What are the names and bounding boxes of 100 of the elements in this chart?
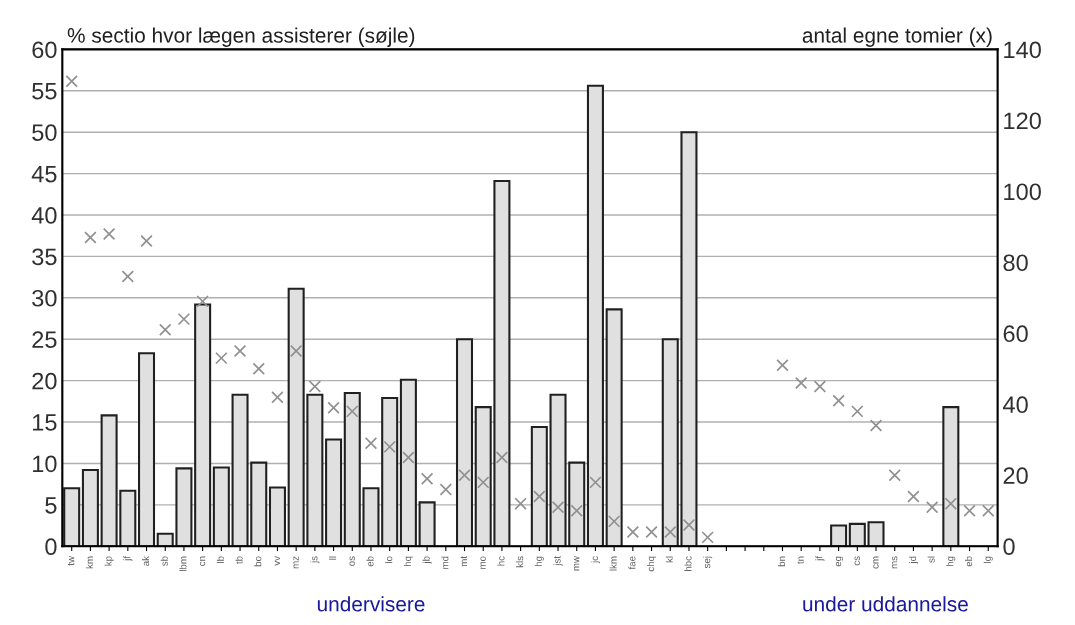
bar bbox=[63, 487, 81, 547]
point bbox=[495, 451, 509, 464]
x-tick-label: lg bbox=[983, 556, 993, 563]
point bbox=[159, 323, 172, 336]
x-tick-label: mo bbox=[480, 556, 486, 569]
x-tick-label: hg bbox=[946, 556, 956, 567]
x-tick-label: hc bbox=[497, 556, 505, 566]
y2-tick-label: 40 bbox=[1003, 396, 1028, 414]
x-tick-label: ll bbox=[329, 556, 337, 560]
x-tick-label: kp bbox=[104, 556, 114, 566]
point bbox=[551, 500, 565, 514]
point bbox=[102, 227, 116, 241]
point bbox=[869, 419, 883, 432]
y-tick-label: 55 bbox=[32, 83, 57, 100]
text: undervisere bbox=[317, 596, 425, 612]
y-tick-label: 25 bbox=[32, 331, 57, 349]
bar bbox=[268, 486, 286, 547]
point bbox=[140, 234, 153, 248]
x-tick-label: md bbox=[441, 556, 449, 569]
y-tick-label: 45 bbox=[31, 165, 57, 183]
x-tick-label: jf bbox=[815, 555, 825, 562]
point bbox=[271, 390, 284, 404]
x-tick-label: jst bbox=[553, 556, 563, 566]
point bbox=[402, 451, 415, 464]
y-tick-label: 60 bbox=[32, 41, 57, 59]
y2-tick-label: 80 bbox=[1003, 254, 1028, 272]
x-tick-label: sl bbox=[927, 556, 935, 563]
x-tick-label: lkm bbox=[609, 556, 617, 571]
point bbox=[888, 469, 901, 482]
x-tick-label: cs bbox=[854, 556, 860, 566]
x-tick-label: ms bbox=[892, 556, 898, 569]
y-tick-label: 40 bbox=[31, 207, 57, 224]
bar bbox=[455, 338, 474, 547]
point bbox=[233, 344, 247, 358]
x-tick-label: mw bbox=[574, 555, 580, 571]
x-tick-label: hq bbox=[403, 556, 413, 567]
x-tick-label: km bbox=[85, 556, 93, 569]
point bbox=[420, 472, 434, 486]
x-tick-label: fae bbox=[628, 556, 636, 570]
point bbox=[215, 351, 228, 365]
bar bbox=[81, 469, 99, 547]
point bbox=[907, 490, 920, 503]
y2-tick-label: 20 bbox=[1003, 467, 1028, 485]
x-tick-label: kls bbox=[516, 556, 524, 568]
y2-tick-label: 140 bbox=[1004, 41, 1041, 59]
y-axis-title: % sectio hvor lægen assisterer (søjle) bbox=[67, 27, 415, 47]
y-tick-label: 50 bbox=[32, 124, 57, 141]
y-tick-label: 30 bbox=[32, 289, 57, 307]
point bbox=[944, 497, 958, 510]
x-tick-label: vv bbox=[274, 556, 280, 566]
point bbox=[776, 359, 789, 372]
point bbox=[925, 500, 939, 514]
x-tick-label: mt bbox=[460, 556, 468, 567]
point bbox=[794, 376, 808, 390]
x-tick-label: eg bbox=[835, 556, 844, 567]
x-tick-label: bn bbox=[777, 556, 786, 567]
x-tick-label: lo bbox=[385, 556, 393, 563]
y2-tick-label: 100 bbox=[1004, 183, 1041, 201]
point bbox=[476, 476, 490, 489]
point bbox=[982, 504, 995, 517]
bar bbox=[586, 84, 604, 547]
text: under uddannelse bbox=[803, 596, 968, 612]
x-tick-label: lb bbox=[216, 556, 224, 563]
x-tick-label: chq bbox=[647, 556, 657, 572]
x-tick-label: jb bbox=[422, 556, 432, 564]
y-tick-label: 35 bbox=[32, 248, 57, 266]
bar bbox=[138, 352, 156, 547]
x-tick-label: lbm bbox=[179, 556, 187, 571]
bar bbox=[942, 406, 960, 547]
x-tick-label: hg bbox=[534, 556, 544, 567]
x-tick-label: sej bbox=[703, 556, 713, 569]
point bbox=[832, 394, 845, 407]
x-tick-label: tn bbox=[797, 556, 804, 564]
point bbox=[626, 525, 640, 539]
x-tick-label: cm bbox=[873, 556, 879, 569]
point bbox=[645, 525, 658, 539]
point bbox=[308, 380, 322, 393]
point bbox=[664, 525, 677, 539]
x-tick-label: tw bbox=[67, 555, 75, 566]
point bbox=[963, 504, 976, 517]
y2-tick-label: 0 bbox=[1003, 538, 1015, 556]
x-tick-label: bo bbox=[254, 556, 262, 567]
x-tick-label: kl bbox=[665, 556, 673, 563]
point bbox=[701, 531, 714, 544]
bar bbox=[830, 524, 848, 547]
x-tick-label: os bbox=[349, 556, 355, 566]
point bbox=[346, 405, 359, 418]
point bbox=[196, 295, 209, 308]
point bbox=[607, 515, 621, 528]
point bbox=[533, 490, 546, 503]
point bbox=[570, 504, 583, 517]
y2-tick-label: 120 bbox=[1004, 112, 1041, 130]
x-tick-label: cn bbox=[199, 556, 206, 566]
x-tick-label: jc bbox=[590, 556, 600, 564]
x-tick-label: hbc bbox=[684, 556, 692, 571]
y-tick-label: 10 bbox=[33, 455, 57, 473]
point bbox=[458, 469, 471, 482]
y2-tick-label: 60 bbox=[1003, 325, 1028, 343]
x-tick-label: sb bbox=[160, 556, 168, 566]
x-tick-label: js bbox=[310, 556, 320, 564]
